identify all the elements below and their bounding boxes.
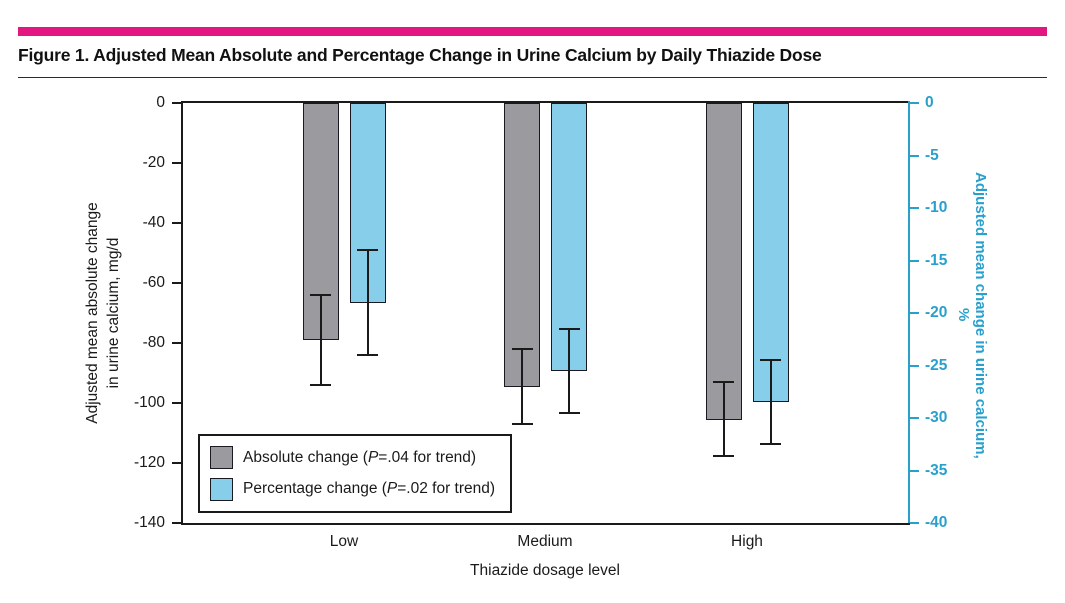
right-axis-tick xyxy=(910,312,919,314)
left-axis-tick xyxy=(172,462,181,464)
legend-label-percentage: Percentage change (P=.02 for trend) xyxy=(243,480,496,498)
title-divider xyxy=(18,77,1047,78)
legend-item-percentage: Percentage change (P=.02 for trend) xyxy=(210,477,500,501)
axis-left-line xyxy=(181,101,183,525)
plot-area: Absolute change (P=.04 for trend) Percen… xyxy=(134,94,947,531)
error-bar-cap-lower xyxy=(713,454,734,457)
error-bar-low xyxy=(366,250,369,355)
error-bar-cap-lower xyxy=(357,354,378,356)
x-tick-label-high: High xyxy=(731,533,763,550)
x-tick-label-medium: Medium xyxy=(517,533,573,550)
bar-percentage-high xyxy=(752,103,789,403)
error-bar-low xyxy=(319,295,322,385)
error-bar-cap-lower xyxy=(558,411,580,414)
left-axis-tick-label: -40 xyxy=(142,214,165,231)
left-axis-label-line2: in urine calcium, mg/d xyxy=(105,237,122,389)
error-bar-high xyxy=(769,360,772,445)
error-bar-medium xyxy=(568,328,570,413)
right-axis-tick-label: 0 xyxy=(925,94,934,111)
legend-label-absolute: Absolute change (P=.04 for trend) xyxy=(243,448,477,466)
right-axis-tick xyxy=(910,522,919,524)
x-axis-title: Thiazide dosage level xyxy=(470,562,620,579)
left-axis-tick xyxy=(172,402,181,404)
x-tick-label-low: Low xyxy=(329,533,359,550)
right-axis-tick xyxy=(910,364,919,367)
right-axis-tick-label: -30 xyxy=(925,409,948,426)
legend-swatch-percentage-icon xyxy=(210,477,233,501)
error-bar-cap-upper xyxy=(760,359,781,362)
right-axis-tick xyxy=(910,102,919,104)
accent-rule xyxy=(18,27,1047,36)
error-bar-cap-lower xyxy=(310,384,331,386)
legend-item-absolute: Absolute change (P=.04 for trend) xyxy=(210,446,500,470)
left-axis-tick xyxy=(172,342,181,344)
error-bar-cap-upper xyxy=(713,381,734,383)
right-axis-tick-label: -20 xyxy=(925,304,948,321)
right-axis-tick-label: -15 xyxy=(925,251,948,269)
right-axis-tick-label: -10 xyxy=(925,199,948,216)
left-axis-tick xyxy=(172,282,181,284)
right-axis-tick xyxy=(910,417,919,419)
left-axis-tick-label: -140 xyxy=(133,514,165,531)
right-axis-tick-label: -35 xyxy=(925,461,948,479)
left-axis-tick xyxy=(172,222,181,224)
left-axis-tick-label: -100 xyxy=(133,394,165,411)
left-axis-tick-label: -60 xyxy=(142,274,165,291)
right-axis-tick xyxy=(910,469,919,472)
right-axis-tick xyxy=(910,154,919,157)
right-axis-tick-label: -40 xyxy=(925,514,948,531)
left-axis-tick xyxy=(172,102,181,104)
left-axis-label: Adjusted mean absolute change in urine c… xyxy=(82,143,126,483)
right-axis-tick xyxy=(910,207,919,209)
left-axis-tick xyxy=(172,522,181,524)
left-axis-tick-label: -80 xyxy=(142,334,165,351)
legend: Absolute change (P=.04 for trend) Percen… xyxy=(198,434,512,513)
error-bar-medium xyxy=(521,349,523,424)
bar-percentage-medium xyxy=(551,103,587,371)
legend-swatch-absolute-icon xyxy=(210,446,233,470)
axis-right-line xyxy=(908,101,910,525)
left-axis-tick xyxy=(172,162,181,164)
left-axis-tick-label: 0 xyxy=(156,94,165,111)
left-axis-tick-label: -20 xyxy=(142,154,165,171)
right-axis-label: Adjusted mean change in urine calcium, % xyxy=(955,171,989,459)
right-axis-tick xyxy=(910,259,919,262)
left-axis-tick-label: -120 xyxy=(133,454,165,471)
figure-title: Figure 1. Adjusted Mean Absolute and Per… xyxy=(18,45,822,65)
right-axis-tick-label: -25 xyxy=(925,356,948,374)
left-axis-label-line1: Adjusted mean absolute change xyxy=(84,202,101,424)
error-bar-high xyxy=(722,382,725,456)
bar-absolute-high xyxy=(705,103,742,420)
right-axis-tick-label: -5 xyxy=(925,146,939,164)
error-bar-cap-upper xyxy=(310,294,331,296)
error-bar-cap-lower xyxy=(760,443,781,446)
axis-bottom-line xyxy=(181,523,910,525)
bar-absolute-medium xyxy=(504,103,540,387)
error-bar-cap-upper xyxy=(558,327,580,330)
error-bar-cap-upper xyxy=(357,249,378,251)
error-bar-cap-upper xyxy=(511,348,533,350)
axis-top-line xyxy=(181,101,910,103)
error-bar-cap-lower xyxy=(511,423,533,425)
